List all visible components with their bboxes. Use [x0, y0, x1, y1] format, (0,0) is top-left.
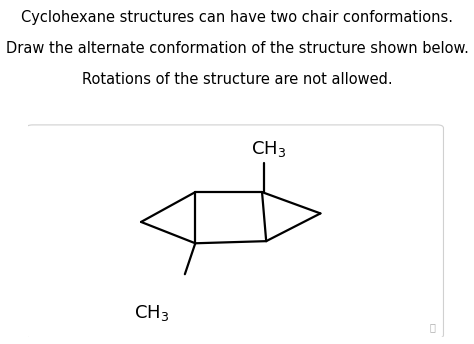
Text: $\mathregular{CH_3}$: $\mathregular{CH_3}$ — [251, 139, 286, 159]
Text: Rotations of the structure are not allowed.: Rotations of the structure are not allow… — [82, 72, 392, 87]
Text: Draw the alternate conformation of the structure shown below.: Draw the alternate conformation of the s… — [6, 41, 468, 56]
Text: $\mathregular{CH_3}$: $\mathregular{CH_3}$ — [134, 303, 169, 323]
Text: ⌕: ⌕ — [429, 322, 435, 332]
FancyBboxPatch shape — [27, 125, 444, 338]
Text: Cyclohexane structures can have two chair conformations.: Cyclohexane structures can have two chai… — [21, 10, 453, 25]
